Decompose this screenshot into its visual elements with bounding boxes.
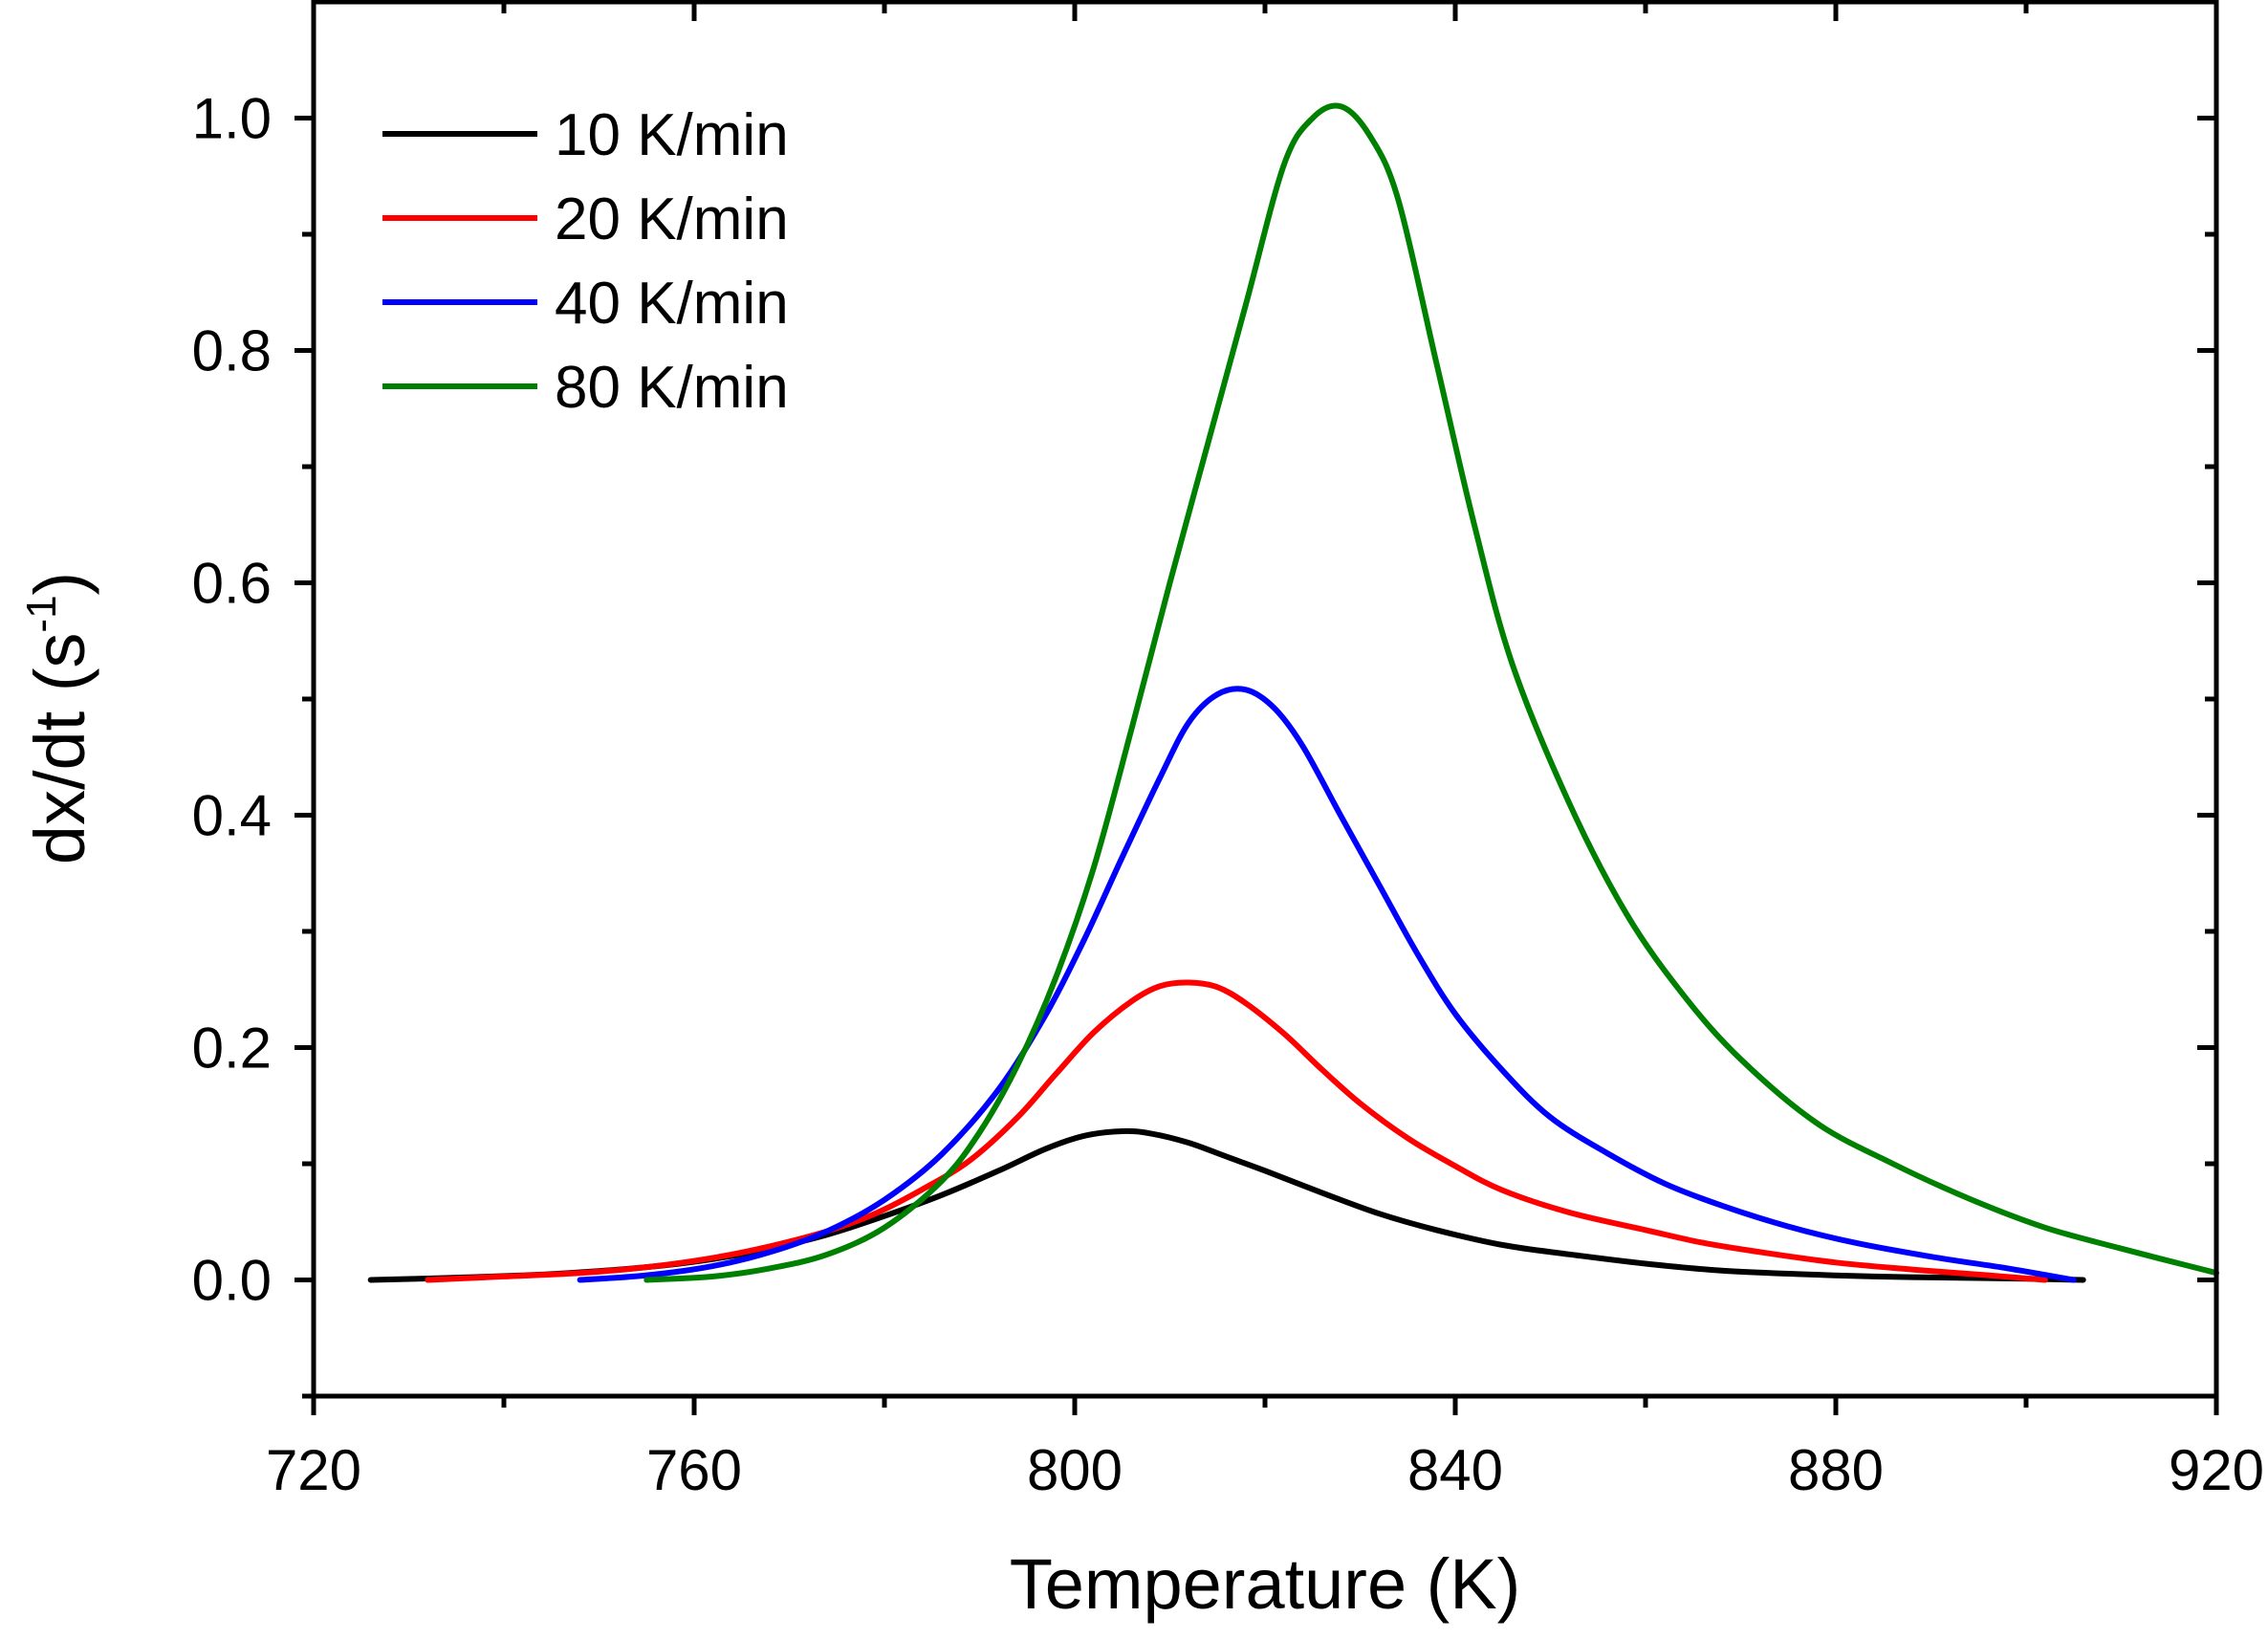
legend-label: 20 K/min: [555, 186, 789, 252]
x-tick-label: 720: [266, 1438, 361, 1502]
y-axis-title-superscript: -1: [18, 595, 65, 632]
series-line-80-k-per-min: [643, 102, 2219, 1283]
legend-label: 80 K/min: [555, 355, 789, 421]
series-line-40-k-per-min: [577, 686, 2077, 1283]
y-axis-title-close: ): [20, 572, 99, 596]
y-tick-label: 0.8: [192, 319, 272, 383]
y-tick-label: 1.0: [192, 87, 272, 151]
legend-label: 10 K/min: [555, 102, 789, 168]
y-tick-label: 0.0: [192, 1249, 272, 1313]
x-tick-label: 920: [2169, 1438, 2264, 1502]
x-tick-label: 760: [646, 1438, 742, 1502]
y-axis-title: dx/dt (s-1): [18, 572, 99, 864]
y-tick-label: 0.4: [192, 784, 272, 848]
y-tick-label: 0.6: [192, 552, 272, 616]
y-axis-title-main: dx/dt (s: [20, 633, 99, 865]
labels-layer: 720 760 800 840 880 920 0.0 0.2 0.4 0.6 0.8 1.0: [192, 87, 2264, 1503]
legend-label: 40 K/min: [555, 271, 789, 337]
series-line-20-k-per-min: [425, 979, 2048, 1283]
series-layer: [367, 102, 2219, 1283]
legend: 10 K/min 20 K/min 40 K/min 80 K/min: [382, 102, 789, 421]
x-tick-label: 840: [1407, 1438, 1503, 1502]
x-tick-label: 800: [1027, 1438, 1123, 1502]
plot-frame: [311, 0, 2219, 1399]
y-tick-label: 0.2: [192, 1016, 272, 1081]
x-axis-title: Temperature (K): [1010, 1544, 1521, 1624]
x-tick-label: 880: [1788, 1438, 1884, 1502]
